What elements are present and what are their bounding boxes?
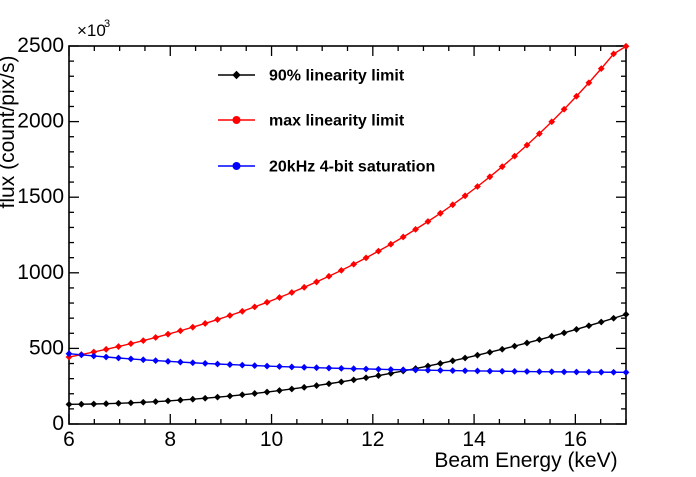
svg-text:500: 500 [29, 336, 64, 359]
svg-text:8: 8 [164, 428, 176, 451]
svg-text:1500: 1500 [17, 185, 64, 208]
svg-text:20kHz 4-bit saturation: 20kHz 4-bit saturation [269, 159, 435, 176]
svg-text:90% linearity limit: 90% linearity limit [269, 68, 405, 85]
svg-text:Beam Energy (keV): Beam Energy (keV) [434, 449, 617, 472]
svg-text:1000: 1000 [17, 261, 64, 284]
svg-text:0: 0 [52, 412, 64, 435]
svg-text:3: 3 [104, 18, 110, 30]
svg-text:14: 14 [462, 428, 486, 451]
svg-text:10: 10 [260, 428, 283, 451]
svg-text:6: 6 [63, 428, 75, 451]
svg-text:2500: 2500 [17, 34, 64, 57]
svg-text:2000: 2000 [17, 110, 64, 133]
svg-text:×10: ×10 [77, 21, 106, 40]
svg-text:max linearity limit: max linearity limit [269, 113, 405, 130]
svg-text:16: 16 [564, 428, 587, 451]
svg-text:12: 12 [361, 428, 384, 451]
svg-text:flux (count/pix/s): flux (count/pix/s) [0, 56, 19, 209]
